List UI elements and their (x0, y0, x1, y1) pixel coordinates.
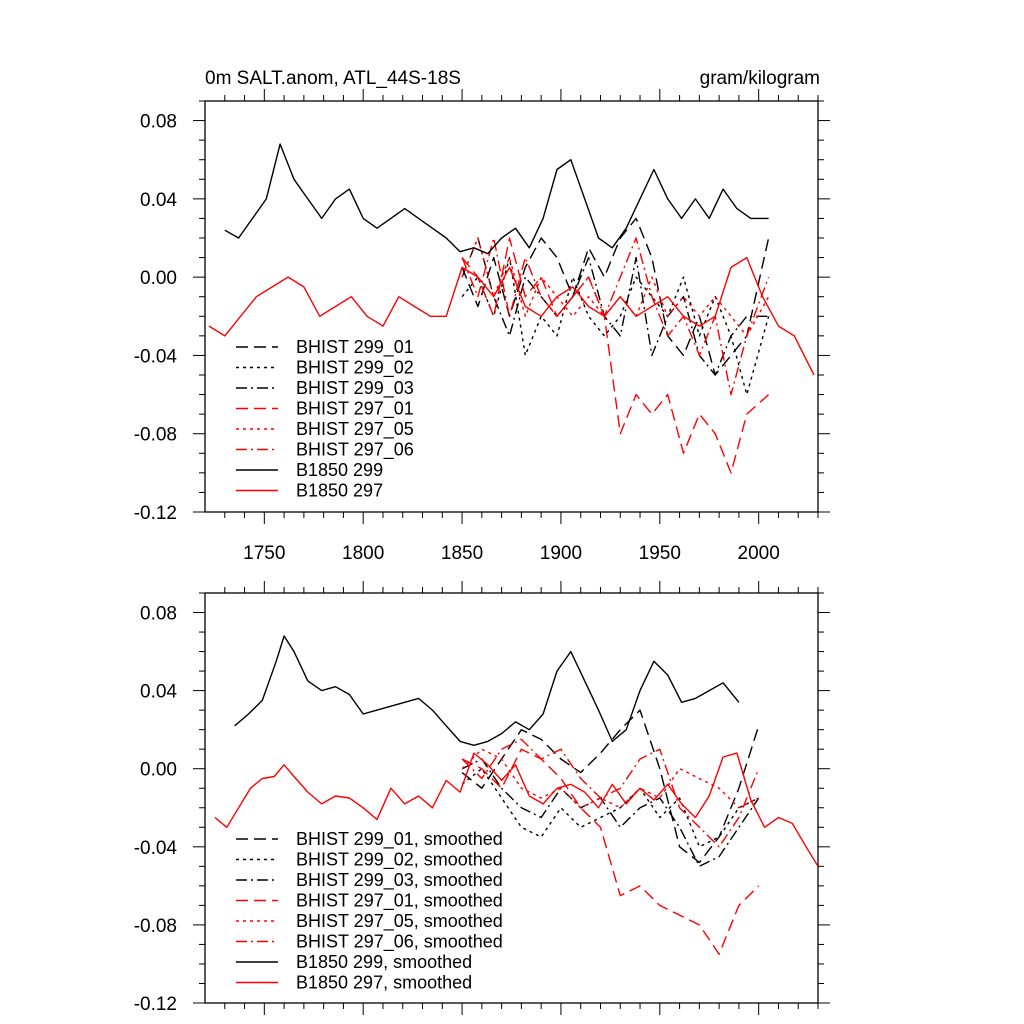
top-x-tick-label: 1800 (342, 543, 384, 564)
bottom-y-tick-label: 0.00 (140, 760, 177, 781)
top-legend-label: BHIST 297_06 (296, 440, 414, 461)
bottom-y-tick-label: -0.04 (134, 838, 178, 859)
bottom-legend-label: BHIST 297_06, smoothed (296, 932, 503, 953)
bottom-plot-frame (204, 592, 819, 1004)
top-legend-label: B1850 299 (296, 460, 383, 480)
top-y-tick-label: -0.12 (134, 503, 177, 524)
bottom-series-line-4 (461, 748, 760, 809)
bottom-y-tick-label: 0.08 (140, 604, 177, 625)
bottom-legend-label: B1850 299, smoothed (296, 952, 472, 972)
top-legend-label: BHIST 297_05 (296, 419, 414, 440)
bottom-legend-label: BHIST 297_05, smoothed (296, 911, 503, 932)
bottom-legend-label: BHIST 297_01, smoothed (296, 891, 503, 912)
chart-title-right: gram/kilogram (700, 68, 820, 89)
top-legend-label: BHIST 299_01 (296, 337, 414, 358)
top-x-tick-label: 1900 (540, 543, 582, 564)
top-y-tick-label: -0.04 (134, 346, 178, 367)
bottom-legend-label: BHIST 299_03, smoothed (296, 870, 503, 891)
bottom-legend-label: B1850 297, smoothed (296, 973, 472, 993)
top-x-tick-label: 1750 (243, 543, 285, 564)
bottom-legend-label: BHIST 299_01, smoothed (296, 829, 503, 850)
top-y-tick-label: 0.00 (140, 268, 177, 289)
bottom-series-line-7 (214, 752, 818, 867)
top-series-line-3 (461, 237, 770, 474)
top-plot-frame (204, 100, 819, 513)
bottom-series-line-0 (461, 709, 760, 864)
bottom-series-line-6 (234, 635, 740, 746)
top-panel: -0.12 -0.08 -0.04 0.00 0.04 0.08 1750 1800 1850 1… (134, 68, 830, 564)
top-series-line-2 (461, 237, 769, 376)
bottom-y-tick-label: -0.12 (134, 994, 177, 1015)
top-y-tick-label: 0.08 (140, 112, 177, 133)
top-series-line-4 (461, 237, 770, 337)
top-legend-label: B1850 297 (296, 481, 383, 501)
top-x-tick-label: 2000 (738, 543, 780, 564)
top-x-tick-label: 1950 (639, 543, 681, 564)
top-series-line-7 (208, 256, 815, 376)
top-legend-label: BHIST 299_03 (296, 378, 414, 399)
bottom-series-line-2 (461, 758, 760, 867)
top-y-tick-label: -0.08 (134, 425, 177, 446)
bottom-series-line-1 (461, 768, 760, 848)
bottom-panel: -0.12 -0.08 -0.04 0.00 0.04 0.08 BHIST 299_01,… (134, 581, 830, 1015)
top-x-tick-label: 1850 (441, 543, 483, 564)
top-series-line-5 (461, 237, 770, 396)
bottom-series-line-3 (461, 748, 760, 955)
top-y-tick-label: 0.04 (140, 190, 177, 211)
bottom-y-tick-label: -0.08 (134, 916, 177, 937)
top-series-line-1 (461, 256, 770, 396)
chart-title-left: 0m SALT.anom, ATL_44S-18S (205, 68, 461, 89)
bottom-y-tick-label: 0.04 (140, 682, 177, 703)
top-series-line-6 (224, 143, 769, 255)
bottom-legend-label: BHIST 299_02, smoothed (296, 850, 503, 871)
bottom-series-line-5 (461, 738, 760, 848)
top-legend-label: BHIST 297_01 (296, 399, 414, 420)
top-legend-label: BHIST 299_02 (296, 358, 414, 379)
